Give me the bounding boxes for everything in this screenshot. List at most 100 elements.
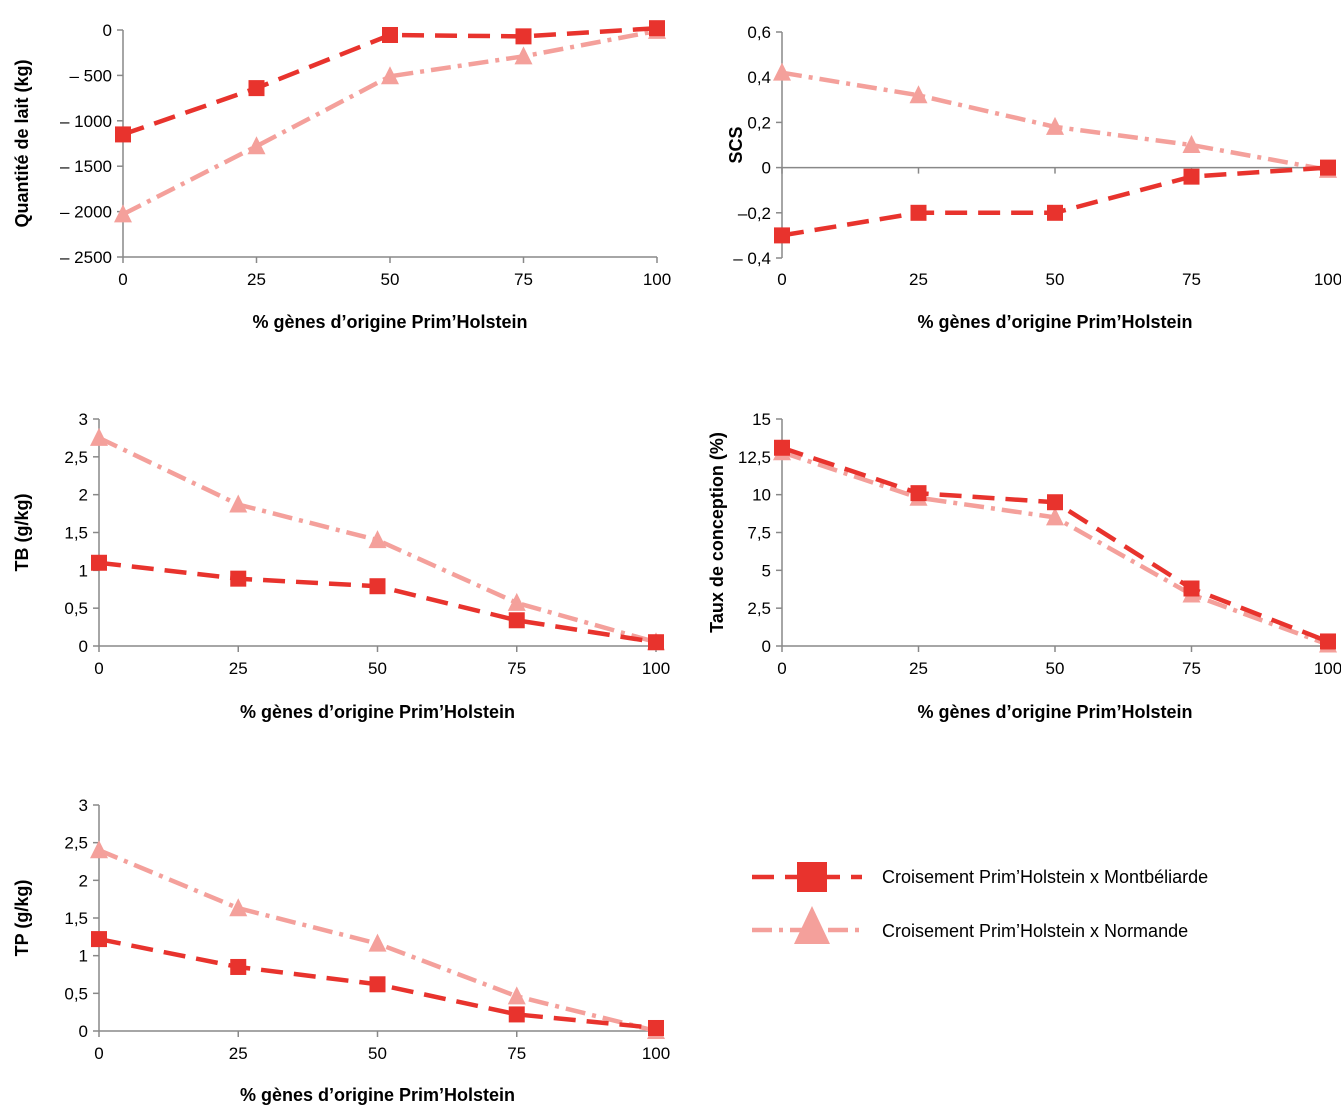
y-tick-label: – 1500	[60, 157, 112, 176]
x-tick-label: 75	[1182, 270, 1201, 289]
y-tick-label: – 1000	[60, 112, 112, 131]
y-tick-label: 0,5	[64, 984, 88, 1003]
x-tick-label: 50	[381, 270, 400, 289]
x-tick-label: 0	[777, 270, 786, 289]
data-point-montbeliarde	[910, 204, 927, 221]
data-point-montbeliarde	[1320, 159, 1336, 176]
data-point-montbeliarde	[91, 554, 107, 571]
data-point-montbeliarde	[369, 578, 386, 595]
series-line-normande	[781, 450, 1329, 647]
data-point-montbeliarde	[910, 485, 927, 502]
data-point-montbeliarde	[515, 28, 532, 45]
x-tick-label: 0	[777, 659, 786, 678]
y-axis-title: SCS	[726, 126, 746, 163]
y-tick-label: 0	[762, 159, 771, 178]
x-tick-label: 0	[118, 270, 127, 289]
data-point-normande	[368, 530, 387, 549]
x-tick-label: 25	[247, 270, 266, 289]
x-tick-label: 25	[229, 659, 248, 678]
x-tick-label: 100	[642, 659, 670, 678]
y-axis-title: Quantité de lait (kg)	[12, 59, 32, 227]
data-point-montbeliarde	[1047, 494, 1063, 511]
y-tick-label: 2,5	[747, 599, 771, 618]
data-point-normande	[1046, 507, 1064, 526]
y-tick-label: 15	[752, 410, 771, 429]
y-tick-label: 1	[79, 947, 88, 966]
y-tick-label: 2	[79, 871, 88, 890]
legend-montbeliarde-square-icon	[797, 862, 827, 892]
y-tick-label: 0,5	[64, 599, 88, 618]
data-point-normande	[247, 136, 266, 155]
x-tick-label: 100	[1314, 659, 1341, 678]
y-tick-label: 1	[79, 561, 88, 580]
x-axis-title: % gènes d’origine Prim’Holstein	[917, 312, 1192, 332]
x-tick-label: 75	[514, 270, 533, 289]
x-tick-label: 75	[507, 659, 526, 678]
x-tick-label: 50	[1046, 659, 1065, 678]
y-tick-label: 7,5	[747, 524, 771, 543]
series-line-montbeliarde	[98, 560, 657, 645]
x-axis-title: % gènes d’origine Prim’Holstein	[252, 312, 527, 332]
y-tick-label: –0,2	[738, 204, 771, 223]
x-tick-label: 50	[1046, 270, 1065, 289]
chart-panel-1: 0 – 500 – 1000 – 1500 – 2000 – 2500 0 25 50 75 100…	[12, 20, 671, 332]
x-tick-label: 75	[507, 1044, 526, 1063]
data-point-montbeliarde	[1183, 580, 1200, 597]
x-axis-title: % gènes d’origine Prim’Holstein	[917, 702, 1192, 722]
data-point-montbeliarde	[1320, 633, 1336, 650]
x-tick-label: 100	[643, 270, 671, 289]
y-tick-label: 10	[752, 486, 771, 505]
data-point-normande	[507, 592, 526, 611]
x-tick-label: 25	[909, 659, 928, 678]
x-axis-title: % gènes d’origine Prim’Holstein	[240, 702, 515, 722]
x-tick-label: 25	[229, 1044, 248, 1063]
data-point-montbeliarde	[1183, 168, 1200, 185]
y-tick-label: 2,5	[64, 834, 88, 853]
y-tick-label: 0,2	[747, 113, 771, 132]
data-point-normande	[1182, 135, 1201, 153]
y-axis-title: TP (g/kg)	[12, 880, 32, 957]
data-point-montbeliarde	[230, 958, 247, 975]
data-point-montbeliarde	[248, 80, 265, 97]
y-tick-label: 2,5	[64, 448, 88, 467]
data-point-normande	[90, 427, 108, 446]
y-tick-label: – 0,4	[733, 249, 771, 268]
chart-panel-5: 3 2,5 2 1,5 1 0,5 00 25 50 75 100 % gènes d’origine…	[12, 796, 670, 1105]
x-tick-label: 75	[1182, 659, 1201, 678]
y-tick-label: 3	[79, 410, 88, 429]
chart-panel-2: 0,6 0,4 0,2 0 –0,2 – 0,4 0 25 50 75 100 % gènes d’o…	[726, 23, 1341, 332]
data-point-normande	[514, 46, 533, 65]
series-line-montbeliarde	[781, 165, 1329, 238]
data-point-normande	[1046, 116, 1064, 135]
x-tick-label: 100	[642, 1044, 670, 1063]
y-axis-title: Taux de conception (%)	[707, 432, 727, 633]
y-axis-title: TB (g/kg)	[12, 494, 32, 572]
data-point-normande	[229, 494, 248, 513]
y-tick-label: – 500	[69, 66, 112, 85]
data-point-montbeliarde	[508, 612, 525, 629]
data-point-montbeliarde	[91, 931, 107, 948]
x-tick-label: 100	[1314, 270, 1341, 289]
y-tick-label: 2	[79, 486, 88, 505]
data-point-normande	[90, 840, 108, 859]
y-tick-label: 1,5	[64, 909, 88, 928]
data-point-normande	[368, 933, 387, 952]
y-tick-label: 5	[762, 561, 771, 580]
data-point-normande	[909, 85, 928, 104]
chart-panel-3: 3 2,5 2 1,5 1 0,5 00 25 50 75 100 % gènes d’origine…	[12, 410, 670, 722]
x-tick-label: 0	[94, 1044, 103, 1063]
y-tick-label: 0	[79, 637, 88, 656]
y-tick-label: 0	[79, 1022, 88, 1041]
x-tick-label: 50	[368, 1044, 387, 1063]
y-tick-label: 3	[79, 796, 88, 815]
x-tick-label: 50	[368, 659, 387, 678]
data-point-montbeliarde	[369, 976, 386, 993]
data-point-montbeliarde	[648, 634, 664, 651]
data-point-normande	[114, 204, 132, 223]
data-point-montbeliarde	[649, 20, 665, 37]
data-point-montbeliarde	[382, 26, 398, 43]
x-axis-title: % gènes d’origine Prim’Holstein	[240, 1085, 515, 1105]
data-point-montbeliarde	[774, 227, 790, 244]
